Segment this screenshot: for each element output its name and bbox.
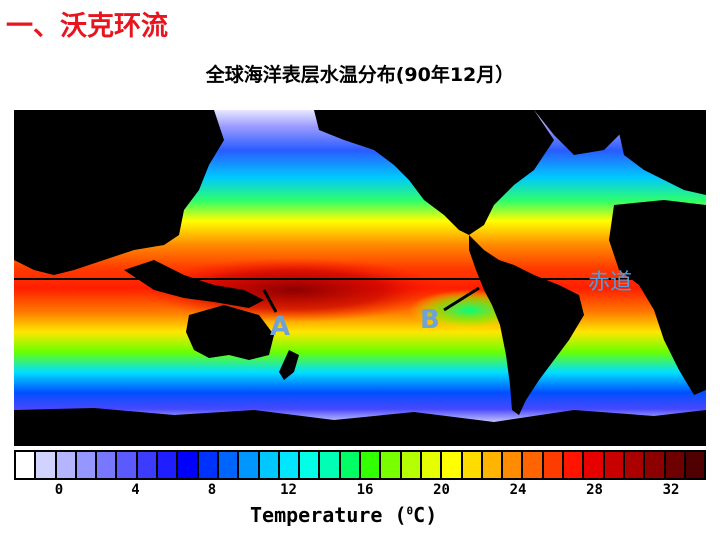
colorbar-swatch <box>361 452 380 478</box>
australia-landmass <box>186 305 274 360</box>
colorbar-tick-label: 4 <box>131 482 140 498</box>
axis-label-unit: C) <box>413 503 438 527</box>
colorbar-swatch <box>645 452 664 478</box>
colorbar-swatch <box>117 452 136 478</box>
colorbar-swatch <box>523 452 542 478</box>
equator-label: 赤道 <box>588 270 633 295</box>
colorbar-swatch <box>421 452 441 478</box>
antarctica-landmass <box>14 408 706 446</box>
colorbar-swatch <box>198 452 217 478</box>
colorbar-swatch <box>624 452 644 478</box>
colorbar-swatch <box>76 452 96 478</box>
point-b-label: B <box>420 305 440 335</box>
colorbar-swatch <box>401 452 420 478</box>
degree-superscript: 0 <box>406 504 414 518</box>
colorbar-swatch <box>665 452 684 478</box>
colorbar-swatch <box>239 452 258 478</box>
maritime-continent-landmass <box>124 260 264 308</box>
colorbar-tick-label: 32 <box>662 482 680 498</box>
colorbar-swatch <box>543 452 563 478</box>
colorbar-tick-label: 12 <box>280 482 297 498</box>
colorbar-swatch <box>178 452 197 478</box>
colorbar-swatch <box>56 452 75 478</box>
colorbar-tick-label: 8 <box>207 482 217 498</box>
colorbar-tick-label: 0 <box>54 482 64 498</box>
colorbar-swatch <box>381 452 400 478</box>
colorbar-swatch <box>564 452 583 478</box>
temperature-colorbar <box>14 450 706 480</box>
colorbar-swatch <box>279 452 299 478</box>
colorbar-swatch <box>442 452 461 478</box>
marker-b-line <box>443 286 480 312</box>
colorbar-tick-label: 16 <box>356 482 374 498</box>
colorbar-ticks: 0 4 8 12 16 20 24 28 32 <box>14 482 706 500</box>
point-a-label: A <box>270 312 291 342</box>
colorbar-swatch <box>320 452 339 478</box>
slide-title: 一、沃克环流 <box>6 11 168 42</box>
western-pacific-warm-pool <box>144 258 444 322</box>
north-america-landmass <box>314 110 554 235</box>
colorbar-swatch <box>16 452 35 478</box>
sea-surface-temperature-map <box>14 110 706 446</box>
europe-landmass <box>614 110 706 195</box>
colorbar-swatch <box>158 452 177 478</box>
asia-west-landmass <box>14 110 224 275</box>
colorbar-swatch <box>300 452 319 478</box>
colorbar-swatch <box>340 452 360 478</box>
axis-label-text: Temperature ( <box>250 503 407 527</box>
map-subtitle: 全球海洋表层水温分布(90年12月） <box>205 64 515 86</box>
africa-landmass <box>609 200 706 395</box>
temperature-axis-label: Temperature (0C) <box>250 503 437 527</box>
colorbar-tick-label: 24 <box>509 482 527 498</box>
colorbar-tick-label: 28 <box>586 482 603 498</box>
colorbar-swatch <box>218 452 238 478</box>
new-zealand-landmass <box>279 350 299 380</box>
colorbar-swatch <box>604 452 623 478</box>
greenland-landmass <box>534 110 624 155</box>
colorbar-swatch <box>482 452 502 478</box>
colorbar-tick-label: 20 <box>433 482 450 498</box>
colorbar-swatch <box>584 452 603 478</box>
marker-a-line <box>262 289 278 313</box>
colorbar-swatch <box>462 452 481 478</box>
colorbar-swatch <box>36 452 55 478</box>
colorbar-swatch <box>97 452 116 478</box>
colorbar-swatch <box>685 452 705 478</box>
colorbar-swatch <box>137 452 157 478</box>
colorbar-swatch <box>503 452 522 478</box>
colorbar-swatch <box>259 452 278 478</box>
